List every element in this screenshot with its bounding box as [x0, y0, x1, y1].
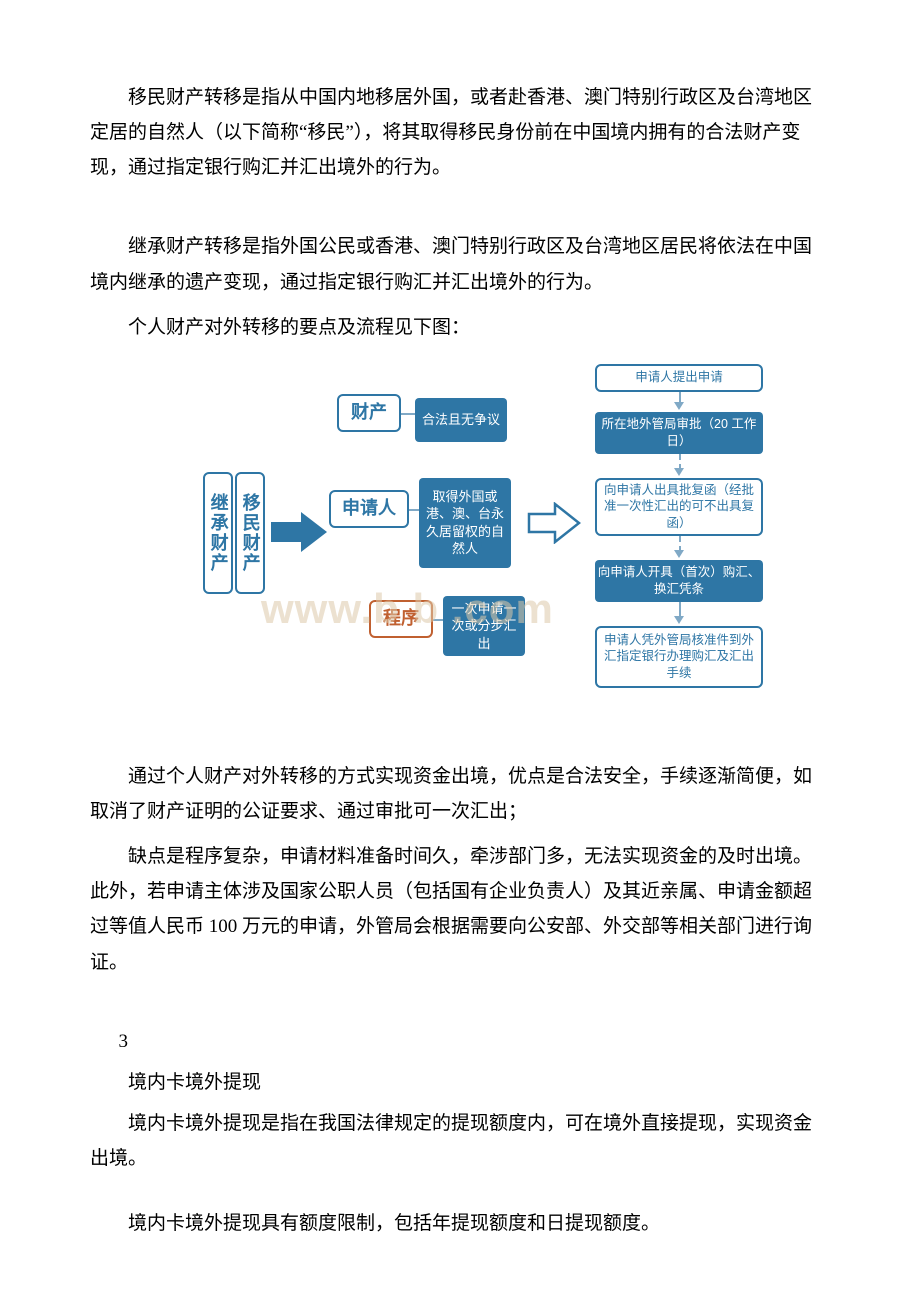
- node-procedure-label: 程序: [369, 600, 433, 638]
- paragraph-4: 通过个人财产对外转移的方式实现资金出境，优点是合法安全，手续逐渐简便，如取消了财…: [90, 759, 830, 829]
- connector: [409, 509, 419, 511]
- connector: [433, 619, 443, 621]
- arrow-down-icon: [674, 550, 684, 558]
- spacer: [90, 1186, 830, 1206]
- node-inherit-property: 继承财产: [203, 472, 233, 594]
- flow-step-3: 向申请人出具批复函（经批准一次性汇出的可不出具复函）: [595, 478, 763, 536]
- paragraph-2: 继承财产转移是指外国公民或香港、澳门特别行政区及台湾地区居民将依法在中国境内继承…: [90, 229, 830, 299]
- connector: [401, 413, 415, 415]
- node-applicant-label: 申请人: [329, 490, 409, 528]
- arrow-big-right-icon: [271, 512, 327, 552]
- paragraph-5: 缺点是程序复杂，申请材料准备时间久，牵涉部门多，无法实现资金的及时出境。此外，若…: [90, 839, 830, 980]
- arrow-hollow-right-icon: [527, 502, 581, 556]
- section-number-3: 3: [90, 1024, 830, 1059]
- paragraph-6: 境内卡境外提现是指在我国法律规定的提现额度内，可在境外直接提现，实现资金出境。: [90, 1106, 830, 1176]
- arrow-down-icon: [674, 468, 684, 476]
- arrow-down-icon: [674, 402, 684, 410]
- node-applicant-desc: 取得外国或港、澳、台永久居留权的自然人: [419, 478, 511, 568]
- arrow-down-icon: [674, 616, 684, 624]
- node-property-label: 财产: [337, 394, 401, 432]
- heading-3: 境内卡境外提现: [90, 1065, 830, 1100]
- flow-step-5: 申请人凭外管局核准件到外汇指定银行办理购汇及汇出手续: [595, 626, 763, 688]
- node-property-desc: 合法且无争议: [415, 398, 507, 442]
- paragraph-3: 个人财产对外转移的要点及流程见下图：: [90, 310, 830, 345]
- spacer: [90, 195, 830, 229]
- spacer: [90, 990, 830, 1024]
- node-immigrant-property: 移民财产: [235, 472, 265, 594]
- node-procedure-desc: 一次申请一次或分步汇出: [443, 596, 525, 656]
- flow-step-4: 向申请人开具（首次）购汇、换汇凭条: [595, 560, 763, 602]
- flow-step-2: 所在地外管局审批（20 工作日）: [595, 412, 763, 454]
- flow-diagram: 继承财产 移民财产 财产 合法且无争议 申请人 取得外国或港、澳、台永久居留权的…: [200, 359, 770, 739]
- paragraph-1: 移民财产转移是指从中国内地移居外国，或者赴香港、澳门特别行政区及台湾地区定居的自…: [90, 80, 830, 185]
- paragraph-7: 境内卡境外提现具有额度限制，包括年提现额度和日提现额度。: [90, 1206, 830, 1241]
- flow-step-1: 申请人提出申请: [595, 364, 763, 392]
